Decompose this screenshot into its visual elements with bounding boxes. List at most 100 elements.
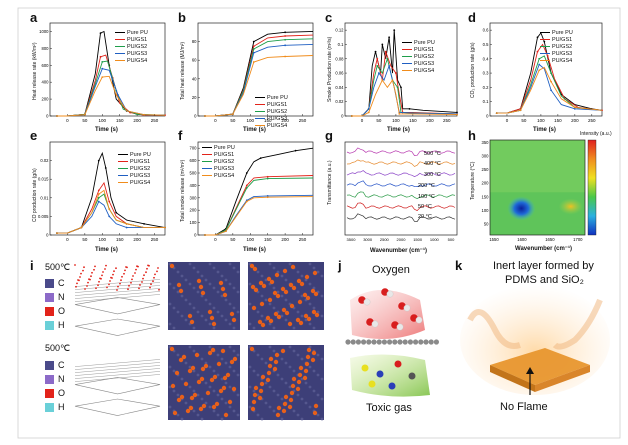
i-box2-oxygen	[289, 303, 295, 309]
i-element-C: C	[45, 278, 65, 289]
i-top-sketch-atom	[80, 272, 82, 275]
i-box1	[168, 262, 240, 330]
chart-d-point	[536, 50, 539, 53]
i-box2-atom	[308, 282, 312, 286]
chart-e-point	[108, 215, 111, 218]
i-box4-oxygen	[306, 347, 312, 353]
i-box1-atom	[216, 270, 220, 274]
i-top-sketch-atom	[136, 265, 138, 268]
chart-e-frame	[49, 141, 166, 236]
i-temp-top: 500℃	[45, 262, 71, 272]
i-box3-atom	[216, 413, 220, 417]
i-box2-atom	[276, 270, 280, 274]
chart-b: 0 50 100 150 200 250 0 20 40 60 80	[192, 22, 314, 123]
i-box2-oxygen	[260, 322, 266, 328]
legend-text: PU/GS2	[214, 159, 235, 165]
legend-swatch	[118, 175, 128, 177]
i-box4-atom	[280, 417, 284, 421]
i-box2-oxygen	[258, 280, 264, 286]
chart-e-point	[108, 200, 111, 203]
i-bottom-sketch-plate	[74, 377, 161, 395]
chart-a-point	[136, 113, 139, 116]
i-box3-atom	[208, 365, 212, 369]
chart-b-point	[252, 40, 255, 43]
h-ytick-label: 200	[482, 181, 490, 186]
legend-swatch	[115, 60, 125, 62]
i-box2-oxygen	[250, 284, 256, 290]
j-oxygen-molecule	[371, 320, 379, 328]
element-swatch	[45, 375, 54, 385]
i-box4-oxygen	[311, 350, 317, 356]
i-box4-atom	[308, 365, 312, 369]
i-box4-atom	[320, 417, 324, 421]
chart-f-point	[259, 157, 262, 160]
chart-c-point	[398, 112, 401, 115]
element-swatch	[45, 279, 54, 289]
i-top-sketch-atom	[132, 275, 134, 277]
panel-i	[74, 262, 324, 421]
legend-text: PU/GS3	[414, 61, 435, 67]
chart-g-spectrum-5	[346, 202, 456, 212]
i-box4-atom	[284, 361, 288, 365]
i-box4-atom	[252, 389, 256, 393]
i-box4-atom	[280, 377, 284, 381]
i-bottom-sketch-plate2	[74, 398, 161, 416]
legend-swatch	[540, 39, 550, 41]
chart-d-xtick-label: 0	[506, 118, 509, 123]
i-bottom-sketch-layer	[74, 359, 161, 367]
i-box1-atom	[232, 286, 236, 290]
chart-f-ytick-label: 700	[190, 146, 198, 151]
g-temp-100: 100 °C	[418, 194, 435, 200]
i-box2-atom	[288, 262, 292, 266]
chart-e-point	[80, 226, 83, 229]
legend-swatch	[115, 39, 125, 41]
chart-d-point	[495, 112, 498, 115]
k-title-line2: PDMS and SiO₂	[505, 274, 584, 286]
j-barrier-atom	[433, 339, 439, 345]
i-bottom-sketch-layer	[74, 371, 161, 379]
i-box4-atom	[280, 357, 284, 361]
i-top-sketch-atom	[91, 271, 93, 274]
i-box4-oxygen	[313, 403, 319, 409]
i-box4-oxygen	[276, 405, 282, 411]
chart-d-ytick-label: 0.3	[483, 71, 489, 76]
i-box1-oxygen	[211, 321, 217, 327]
i-box3-oxygen	[185, 408, 191, 414]
chart-d-frame	[489, 22, 603, 117]
i-box4-atom	[300, 357, 304, 361]
i-box3-atom	[168, 405, 172, 409]
chart-d-series-4	[496, 66, 603, 114]
i-box2	[248, 262, 324, 330]
legend-f-4: PU/GS4	[202, 173, 234, 179]
i-box4-atom	[296, 413, 300, 417]
i-box4-atom	[256, 413, 260, 417]
i-box2-oxygen	[276, 314, 282, 320]
h-xtick-label: 1550	[489, 237, 499, 242]
chart-e-xtick-label: 100	[99, 237, 107, 242]
i-box4-oxygen	[304, 361, 310, 367]
chart-b-ytick-label: 80	[192, 39, 197, 44]
i-box2-oxygen	[283, 289, 289, 295]
i-box4-atom	[272, 349, 276, 353]
legend-swatch	[202, 168, 212, 170]
h-colorbar	[587, 139, 597, 236]
i-box1-oxygen	[189, 319, 195, 325]
i-box1-atom	[220, 314, 224, 318]
i-box3-oxygen	[199, 376, 205, 382]
i-box1-atom	[168, 322, 172, 326]
chart-c-point	[395, 72, 397, 74]
chart-c-point	[367, 111, 370, 114]
chart-d-point	[550, 80, 552, 83]
i-box1-atom	[200, 314, 204, 318]
chart-f-point	[245, 172, 248, 174]
i-box2-atom	[312, 266, 316, 270]
i-box1-atom	[172, 326, 176, 330]
i-box4-atom	[256, 393, 260, 397]
i-box2-atom	[248, 322, 252, 326]
j-barrier-atom	[397, 339, 403, 345]
h-frame	[489, 139, 586, 236]
k-flame-left	[467, 309, 521, 349]
legend-b-0: Pure PU	[255, 95, 288, 101]
i-box2-atom	[304, 318, 308, 322]
i-top-sketch-atom	[157, 267, 159, 269]
